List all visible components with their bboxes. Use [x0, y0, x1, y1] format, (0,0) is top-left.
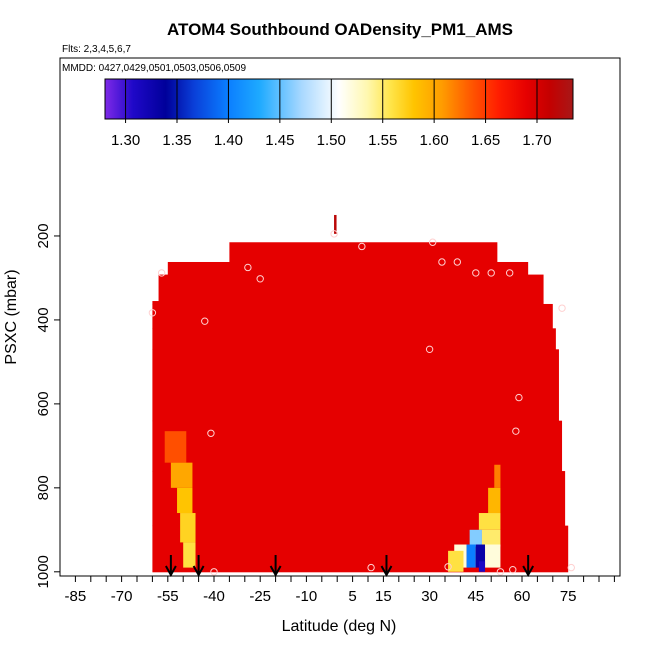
x-tick-label: 5	[348, 588, 356, 605]
sample-points	[148, 230, 575, 576]
colorbar-tick-label: 1.55	[368, 132, 397, 149]
heatmap-cell	[494, 464, 501, 488]
sample-point	[256, 275, 264, 283]
heatmap-cell	[152, 420, 563, 472]
x-axis: -85 -70 -55 -40 -25 -10 5 15 30 45 60 75	[65, 576, 615, 605]
y-tick-label: 400	[35, 307, 52, 332]
heatmap-cell	[469, 529, 482, 547]
sample-point	[330, 230, 338, 238]
flight-arrow	[522, 555, 535, 578]
sample-point	[157, 269, 166, 277]
colorbar	[104, 78, 574, 120]
heatmap-cell	[170, 462, 193, 488]
sample-point	[367, 563, 375, 572]
heatmap-cell	[152, 303, 553, 329]
flights-label: Flts: 2,3,4,5,6,7	[62, 44, 131, 55]
x-tick-label: -55	[157, 588, 179, 605]
heatmap-cell	[164, 431, 187, 463]
heatmap-cell	[485, 544, 501, 568]
x-tick-label: -70	[111, 588, 133, 605]
sample-point	[496, 568, 505, 576]
sample-point	[244, 263, 252, 272]
heatmap-cell	[152, 349, 559, 422]
x-tick-label: -25	[249, 588, 271, 605]
heatmap-cell	[180, 513, 196, 543]
plot-frame	[59, 57, 621, 577]
flight-arrow	[192, 555, 205, 578]
x-tick-label: -10	[296, 588, 318, 605]
heatmap-cell	[152, 471, 566, 527]
y-tick-label: 1000	[35, 555, 52, 588]
sample-point	[453, 258, 462, 266]
heatmap-cell	[488, 487, 501, 514]
x-tick-label: 60	[514, 588, 531, 605]
heatmap-spike	[334, 214, 337, 234]
y-axis: 200 400 600 800 1000	[35, 223, 60, 588]
sample-point	[207, 429, 215, 437]
x-tick-label: -85	[65, 588, 87, 605]
heatmap-cell	[177, 487, 193, 514]
flight-arrow	[165, 555, 177, 578]
heatmap-cell	[478, 561, 486, 572]
sample-point	[444, 563, 452, 571]
colorbar-tick-label: 1.40	[214, 132, 243, 149]
colorbar-tick-label: 1.35	[162, 132, 191, 149]
heatmap-cell	[152, 301, 544, 305]
colorbar-tick-label: 1.70	[522, 132, 551, 149]
heatmap-cell	[158, 274, 544, 302]
y-tick-label: 800	[35, 475, 52, 500]
heatmap-cell	[229, 242, 498, 263]
flight-arrow	[380, 555, 393, 578]
x-tick-label: 75	[560, 588, 577, 605]
chart-title: ATOM4 Southbound OADensity_PM1_AMS	[167, 20, 513, 39]
heatmap-cell	[466, 544, 476, 568]
sample-point	[487, 269, 495, 277]
colorbar-tick-label: 1.30	[111, 132, 140, 149]
sample-point	[512, 427, 520, 435]
heatmap-cell	[481, 529, 501, 547]
colorbar-ticks: 1.30 1.35 1.40 1.45 1.50 1.55 1.60 1.65 1.70	[111, 79, 552, 149]
heatmap-cell	[448, 550, 464, 572]
sample-point	[148, 309, 157, 317]
sample-point	[428, 238, 437, 246]
heatmap-cell	[152, 328, 556, 350]
x-tick-label: 30	[421, 588, 438, 605]
sample-point	[509, 566, 517, 574]
sample-point	[358, 242, 366, 251]
heatmap-cell	[475, 544, 486, 568]
heatmap-cell	[183, 542, 196, 568]
sample-point	[210, 568, 218, 576]
sample-point	[515, 393, 523, 402]
x-tick-label: -40	[203, 588, 225, 605]
heatmap-cells	[152, 214, 569, 573]
colorbar-tick-label: 1.60	[420, 132, 449, 149]
sample-point	[201, 317, 209, 325]
sample-point	[438, 258, 446, 266]
y-tick-label: 600	[35, 391, 52, 416]
sample-point	[567, 563, 575, 572]
colorbar-tick-label: 1.50	[317, 132, 346, 149]
sample-point	[505, 269, 514, 277]
flight-arrow	[269, 555, 282, 578]
sample-point	[425, 345, 434, 354]
heatmap-cell	[478, 513, 501, 530]
heatmap-cell	[152, 525, 569, 573]
x-tick-label: 45	[467, 588, 484, 605]
x-axis-label: Latitude (deg N)	[282, 618, 397, 635]
y-axis-label: PSXC (mbar)	[3, 269, 20, 364]
flight-arrows	[165, 555, 535, 578]
colorbar-tick-label: 1.45	[265, 132, 294, 149]
heatmap-cell	[167, 261, 529, 276]
colorbar-gradient	[104, 78, 574, 120]
y-tick-label: 200	[35, 223, 52, 248]
x-tick-label: 15	[375, 588, 392, 605]
sample-point	[472, 269, 480, 277]
mmdd-label: MMDD: 0427,0429,0501,0503,0506,0509	[62, 63, 246, 74]
sample-point	[558, 304, 566, 312]
colorbar-tick-label: 1.65	[471, 132, 500, 149]
